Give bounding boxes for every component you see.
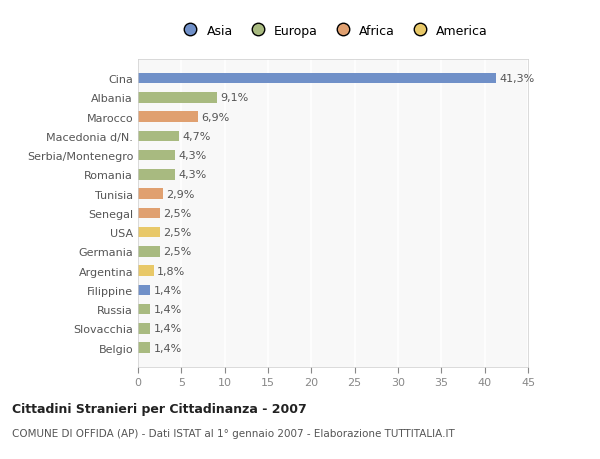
Bar — [138, 266, 154, 276]
Text: 1,4%: 1,4% — [154, 324, 182, 334]
Text: 2,5%: 2,5% — [163, 247, 191, 257]
Text: 1,4%: 1,4% — [154, 285, 182, 295]
Bar — [138, 73, 496, 84]
Bar — [138, 285, 150, 296]
Text: 41,3%: 41,3% — [499, 74, 535, 84]
Text: 1,8%: 1,8% — [157, 266, 185, 276]
Text: 1,4%: 1,4% — [154, 343, 182, 353]
Text: 9,1%: 9,1% — [220, 93, 248, 103]
Bar — [138, 170, 175, 180]
Bar — [138, 208, 160, 219]
Bar — [138, 151, 175, 161]
Bar — [138, 112, 198, 123]
Bar — [138, 189, 163, 200]
Text: COMUNE DI OFFIDA (AP) - Dati ISTAT al 1° gennaio 2007 - Elaborazione TUTTITALIA.: COMUNE DI OFFIDA (AP) - Dati ISTAT al 1°… — [12, 428, 455, 438]
Bar — [138, 343, 150, 353]
Bar — [138, 304, 150, 315]
Bar — [138, 324, 150, 334]
Text: 2,9%: 2,9% — [167, 189, 195, 199]
Bar — [138, 131, 179, 142]
Bar — [138, 246, 160, 257]
Text: 1,4%: 1,4% — [154, 304, 182, 314]
Text: 2,5%: 2,5% — [163, 228, 191, 238]
Legend: Asia, Europa, Africa, America: Asia, Europa, Africa, America — [173, 20, 493, 43]
Text: 4,3%: 4,3% — [179, 151, 207, 161]
Bar — [138, 93, 217, 103]
Bar — [138, 227, 160, 238]
Text: 2,5%: 2,5% — [163, 208, 191, 218]
Text: 6,9%: 6,9% — [201, 112, 230, 123]
Text: Cittadini Stranieri per Cittadinanza - 2007: Cittadini Stranieri per Cittadinanza - 2… — [12, 403, 307, 415]
Text: 4,7%: 4,7% — [182, 132, 211, 141]
Text: 4,3%: 4,3% — [179, 170, 207, 180]
